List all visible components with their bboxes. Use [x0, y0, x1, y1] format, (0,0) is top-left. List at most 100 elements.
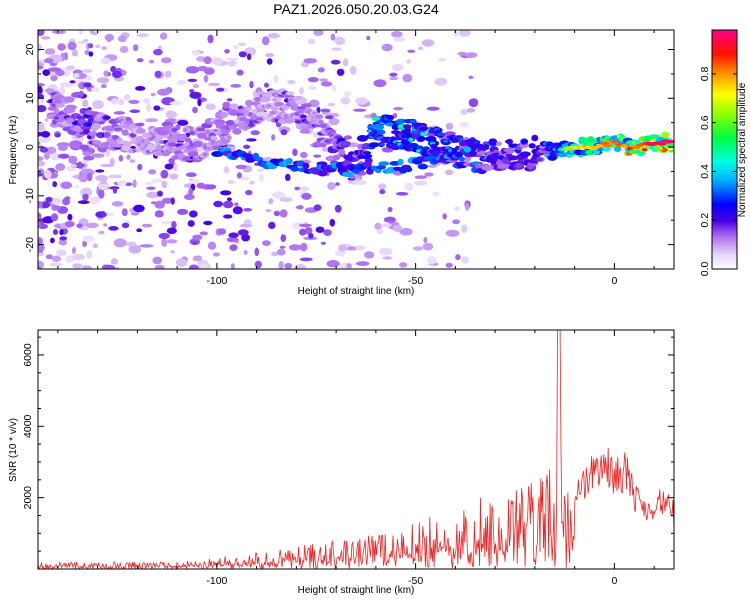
spectrogram-cell: [445, 122, 454, 130]
spectrogram-cell: [302, 162, 310, 170]
spectrogram-cell: [220, 111, 229, 118]
spectrogram-cell: [346, 263, 352, 269]
spectrogram-cell: [58, 239, 68, 246]
spectrogram-cell: [349, 65, 357, 75]
snr-panel: -100 -50 0 2000 4000 6000 Height of straight …: [8, 329, 675, 596]
spectrogram-cell: [356, 135, 369, 142]
spectrogram-cell: [38, 141, 41, 145]
spectrogram-cell: [86, 222, 99, 229]
spectrogram-cell: [340, 97, 351, 105]
spectrogram-cell: [396, 192, 409, 196]
snr-ticks: -100 -50 0 2000 4000 6000: [22, 330, 674, 587]
spectrogram-cell: [465, 202, 470, 211]
spectrogram-cell: [59, 236, 68, 241]
spectrogram-cell: [159, 32, 168, 40]
spectrogram-cell: [129, 159, 136, 164]
spectrogram-cell: [225, 120, 236, 126]
spectrogram-cell: [70, 163, 78, 168]
spectrogram-cell: [283, 114, 289, 118]
spectrogram-cell: [299, 228, 307, 236]
spectrogram-cell: [46, 146, 57, 155]
spectrogram-cell: [226, 135, 232, 140]
spectrogram-cell: [232, 45, 239, 50]
spectrogram-cell: [592, 150, 601, 155]
spectrogram-cell: [455, 254, 461, 261]
spectrogram-cell: [298, 86, 305, 95]
spectrogram-cell: [391, 31, 403, 38]
spectrogram-cell: [113, 127, 122, 131]
spectrogram-cell: [72, 263, 83, 269]
spectrogram-cell: [301, 192, 312, 200]
spectrogram-cell: [96, 77, 110, 84]
spectrogram-cell: [95, 44, 101, 49]
spectrogram-cell: [111, 201, 124, 207]
spectrogram-cell: [38, 160, 46, 167]
spectrogram-cell: [452, 219, 461, 225]
spectrogram-cell: [146, 186, 156, 190]
spectrogram-cell: [670, 142, 674, 147]
spectrogram-cell: [323, 229, 332, 237]
spectrogram-cell: [317, 170, 328, 177]
spectrogram-cell: [39, 136, 51, 143]
spectrogram-cell: [614, 146, 622, 152]
spectrogram-cell: [404, 182, 414, 191]
spectrogram-cell: [285, 91, 295, 96]
spectrogram-cell: [466, 108, 476, 113]
spectrogram-cell: [143, 98, 151, 104]
spectrogram-cell: [642, 147, 648, 152]
spectrogram-cell: [243, 144, 251, 149]
spectrogram-cell: [55, 163, 66, 171]
spectrogram-cell: [241, 234, 251, 242]
spectrogram-cell: [189, 91, 202, 99]
spectrogram-cell: [437, 57, 447, 62]
spectrogram-cells: [38, 30, 674, 269]
spectrogram-cell: [203, 56, 212, 65]
spectrogram-cell: [254, 162, 260, 166]
spectrogram-cell: [402, 124, 412, 129]
spectrogram-cell: [38, 244, 45, 252]
spectrogram-cell: [272, 191, 286, 199]
spectrogram-cell: [547, 155, 557, 161]
spectrogram-cell: [38, 30, 45, 36]
spectrogram-cell: [426, 106, 440, 111]
spectrogram-cell: [66, 65, 75, 71]
spectrogram-cell: [188, 187, 193, 196]
spectrogram-cell: [226, 98, 233, 102]
spectrogram-cell: [175, 258, 188, 267]
spectrogram-cell: [457, 137, 464, 142]
spectrogram-cell: [161, 180, 168, 189]
x-tick-label: -50: [408, 275, 423, 287]
spectrogram-cell: [276, 248, 286, 256]
spectrogram-cell: [188, 210, 198, 218]
spectrogram-cell: [436, 132, 447, 136]
spectrogram-cell: [325, 115, 334, 120]
spectrogram-cell: [117, 35, 127, 43]
spectrogram-cell: [235, 164, 247, 170]
spectrogram-cell: [49, 122, 60, 128]
spectrogram-cell: [226, 237, 239, 243]
spectrogram-cell: [505, 147, 515, 154]
spectrogram-cell: [118, 98, 125, 106]
spectrogram-cell: [408, 137, 414, 142]
spectrogram-cell: [188, 264, 199, 269]
spectrogram-cell: [110, 258, 118, 265]
spectrogram-cell: [420, 132, 428, 137]
spectrogram-cell: [157, 45, 162, 50]
spectrogram-cell: [91, 122, 102, 130]
spectrogram-cell: [355, 97, 368, 105]
spectrogram-cell: [166, 110, 174, 115]
spectrogram-cell: [366, 35, 371, 41]
spectrogram-cell: [305, 103, 312, 108]
spectrogram-cell: [157, 190, 163, 197]
spectrogram-cell: [148, 169, 157, 175]
spectrogram-cell: [202, 152, 208, 157]
spectrogram-cell: [100, 180, 107, 184]
spectrogram-cell: [98, 190, 105, 199]
spectrogram-cell: [38, 200, 43, 209]
spectrogram-cell: [336, 68, 345, 77]
spectrogram-cell: [128, 244, 142, 254]
y-tick-label: 6000: [22, 343, 34, 367]
spectrogram-cell: [308, 86, 317, 90]
